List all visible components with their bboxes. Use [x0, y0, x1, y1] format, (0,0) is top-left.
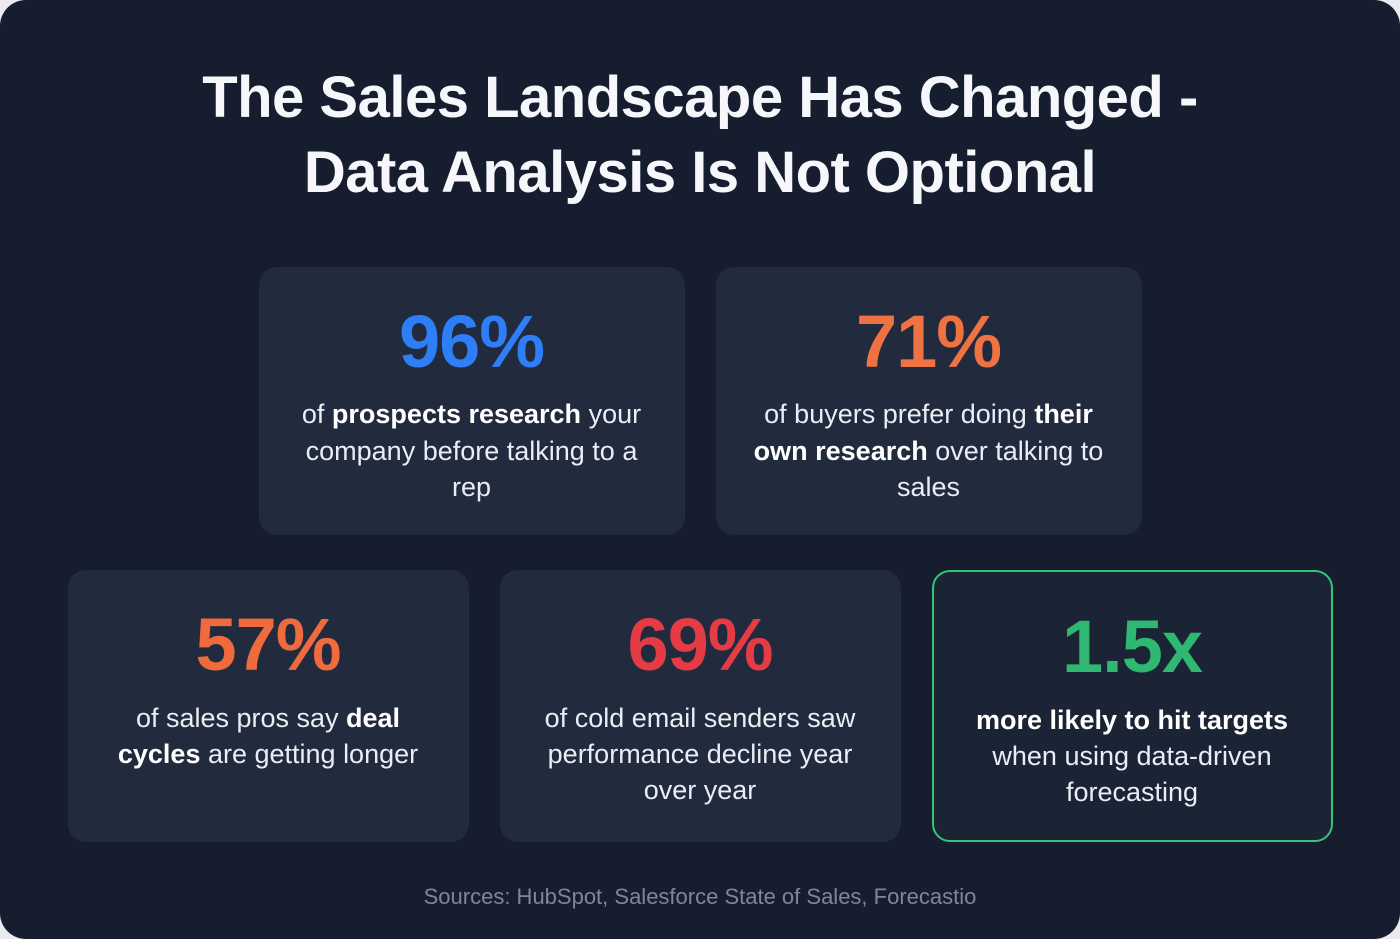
stat-value: 71%	[855, 299, 1002, 383]
stat-value: 96%	[398, 299, 545, 383]
stat-card-data-driven-forecasting: 1.5x more likely to hit targets when usi…	[931, 569, 1333, 843]
stat-card-deal-cycles: 57% of sales pros say deal cycles are ge…	[67, 569, 469, 843]
title-line-2: Data Analysis Is Not Optional	[303, 140, 1097, 206]
stats-row-top: 96% of prospects research your company b…	[258, 266, 1142, 535]
stat-description: of buyers prefer doing their own researc…	[753, 399, 1104, 502]
stat-description: of prospects research your company befor…	[301, 399, 642, 502]
stat-description: more likely to hit targets when using da…	[975, 704, 1289, 808]
stat-value: 1.5x	[1061, 604, 1203, 688]
title-line-1: The Sales Landscape Has Changed -	[202, 65, 1198, 130]
stat-value: 69%	[627, 602, 773, 686]
stat-card-cold-email-decline: 69% of cold email senders saw performanc…	[499, 569, 901, 843]
stat-card-buyers-own-research: 71% of buyers prefer doing their own res…	[715, 266, 1142, 535]
stat-value: 57%	[195, 602, 341, 686]
source-text: Sources: HubSpot, Salesforce State of Sa…	[423, 884, 977, 910]
stat-description: of cold email senders saw performance de…	[544, 702, 856, 806]
page-title: The Sales Landscape Has Changed - Data A…	[202, 60, 1198, 211]
stats-row-bottom: 57% of sales pros say deal cycles are ge…	[67, 569, 1333, 843]
stat-description: of sales pros say deal cycles are gettin…	[117, 702, 419, 769]
stat-card-prospects-research: 96% of prospects research your company b…	[258, 266, 685, 535]
